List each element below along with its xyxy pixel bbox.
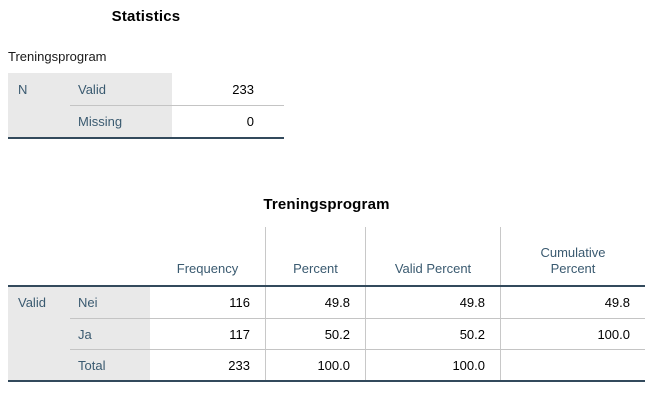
freq-stub-spacer — [8, 318, 70, 349]
statistics-table-title: Statistics — [111, 8, 181, 25]
freq-cell-frequency: 233 — [150, 349, 265, 380]
freq-cell-valid-percent: 100.0 — [365, 349, 500, 380]
freq-cell-percent: 49.8 — [265, 287, 365, 318]
freq-row-label: Ja — [70, 318, 150, 349]
freq-cell-percent: 50.2 — [265, 318, 365, 349]
table-row: Valid Nei 116 49.8 49.8 49.8 — [8, 287, 645, 318]
freq-cell-valid-percent: 49.8 — [365, 287, 500, 318]
freq-cell-valid-percent: 50.2 — [365, 318, 500, 349]
stat-group-label: N — [8, 73, 70, 105]
stat-row-label: Missing — [70, 105, 172, 137]
column-header-cumulative-percent: Cumulative Percent — [500, 227, 645, 285]
table-row: Ja 117 50.2 50.2 100.0 — [8, 318, 645, 349]
freq-row-label: Nei — [70, 287, 150, 318]
column-header-valid-percent: Valid Percent — [365, 227, 500, 285]
table-row: Missing 0 — [8, 105, 284, 137]
statistics-variable-header: Treningsprogram — [8, 49, 107, 64]
freq-cell-percent: 100.0 — [265, 349, 365, 380]
freq-row-label: Total — [70, 349, 150, 380]
frequency-table-title: Treningsprogram — [263, 196, 390, 213]
column-header-frequency: Frequency — [176, 260, 239, 276]
statistics-table: Statistics Treningsprogram N Valid 233 M… — [8, 8, 284, 139]
freq-cell-cumulative-percent: 100.0 — [500, 318, 645, 349]
freq-stub-header: Valid — [8, 287, 70, 318]
header-stub-spacer — [70, 227, 150, 285]
stat-row-value: 233 — [232, 81, 254, 97]
column-header-percent: Percent — [265, 227, 365, 285]
freq-cell-cumulative-percent: 49.8 — [500, 287, 645, 318]
frequency-table-header-row: Frequency Percent Valid Percent Cumulati… — [8, 227, 645, 287]
freq-stub-spacer — [8, 349, 70, 380]
stat-row-label: Valid — [70, 73, 172, 105]
statistics-table-body: N Valid 233 Missing 0 — [8, 73, 284, 139]
freq-cell-frequency: 117 — [150, 318, 265, 349]
table-row: Total 233 100.0 100.0 — [8, 349, 645, 380]
frequency-table-body: Valid Nei 116 49.8 49.8 49.8 Ja 117 50.2… — [8, 287, 645, 382]
freq-cell-cumulative-percent — [500, 349, 645, 380]
frequency-table: Treningsprogram Frequency Percent Valid … — [8, 196, 645, 382]
freq-cell-frequency: 116 — [229, 295, 250, 310]
header-stub-spacer — [8, 227, 70, 285]
table-row: N Valid 233 — [8, 73, 284, 105]
stat-row-value: 0 — [172, 105, 284, 137]
stat-group-spacer — [8, 105, 70, 137]
